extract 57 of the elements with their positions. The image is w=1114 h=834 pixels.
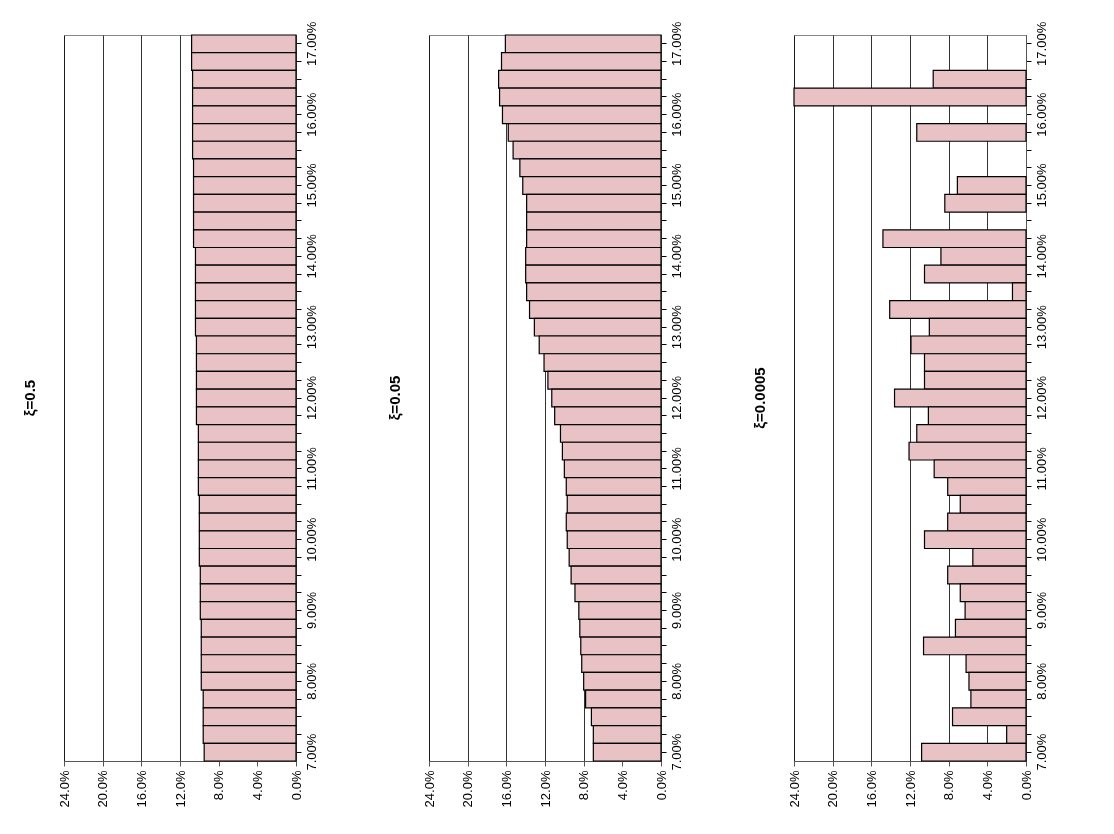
y-tick-label: 15.00% [1033, 163, 1049, 208]
x-tick-label: 12.0% [902, 770, 918, 808]
x-tick-label: 20.0% [825, 770, 841, 808]
y-tick-label: 15.00% [303, 163, 319, 208]
y-tick-label: 14.00% [1033, 233, 1049, 279]
x-tick-label: 24.0% [56, 770, 72, 808]
y-tick-label: 15.00% [668, 163, 684, 208]
y-tick-label: 16.00% [303, 92, 319, 137]
y-tick-label: 10.00% [303, 517, 319, 562]
x-tick-label: 24.0% [421, 770, 437, 808]
y-tick-label: 8.00% [668, 662, 684, 700]
text: ξ=0.0005 [751, 367, 768, 429]
x-tick-label: 12.0% [537, 770, 553, 808]
y-tick-label: 9.00% [668, 591, 684, 629]
x-tick-label: 0.0% [288, 770, 304, 801]
y-tick-label: 8.00% [1033, 662, 1049, 700]
y-tick-label: 11.00% [1033, 446, 1049, 491]
y-tick-label: 17.00% [303, 21, 319, 66]
y-tick-label: 12.00% [1033, 375, 1049, 421]
y-tick-label: 7.00% [668, 733, 684, 771]
y-tick-label: 9.00% [1033, 591, 1049, 629]
y-tick-label: 13.00% [668, 304, 684, 350]
y-tick-label: 14.00% [303, 233, 319, 279]
x-tick-label: 16.0% [863, 770, 879, 808]
text: ξ=0.05 [386, 375, 403, 421]
x-tick-label: 8.0% [941, 770, 957, 801]
y-tick-label: 13.00% [1033, 304, 1049, 350]
x-tick-label: 12.0% [172, 770, 188, 808]
y-tick-label: 11.00% [668, 446, 684, 491]
y-tick-label: 8.00% [303, 662, 319, 700]
y-tick-label: 11.00% [303, 446, 319, 491]
y-tick-label: 16.00% [1033, 92, 1049, 137]
x-tick-label: 4.0% [249, 770, 265, 801]
y-tick-label: 17.00% [668, 21, 684, 66]
x-tick-label: 16.0% [133, 770, 149, 808]
y-tick-label: 12.00% [668, 375, 684, 421]
x-tick-label: 8.0% [211, 770, 227, 801]
y-tick-label: 17.00% [1033, 21, 1049, 66]
x-tick-label: 4.0% [614, 770, 630, 801]
y-tick-label: 13.00% [303, 304, 319, 350]
x-tick-label: 16.0% [498, 770, 514, 808]
y-tick-label: 7.00% [1033, 733, 1049, 771]
y-tick-label: 14.00% [668, 233, 684, 279]
y-tick-label: 7.00% [303, 733, 319, 771]
text: ξ=0.5 [21, 379, 38, 417]
x-tick-label: 8.0% [576, 770, 592, 801]
y-tick-label: 16.00% [668, 92, 684, 137]
y-tick-label: 9.00% [303, 591, 319, 629]
x-tick-label: 4.0% [979, 770, 995, 801]
x-tick-label: 0.0% [653, 770, 669, 801]
x-tick-label: 0.0% [1018, 770, 1034, 801]
x-tick-label: 24.0% [786, 770, 802, 808]
y-tick-label: 10.00% [668, 517, 684, 562]
y-tick-label: 10.00% [1033, 517, 1049, 562]
x-tick-label: 20.0% [95, 770, 111, 808]
x-tick-label: 20.0% [460, 770, 476, 808]
y-tick-label: 12.00% [303, 375, 319, 421]
